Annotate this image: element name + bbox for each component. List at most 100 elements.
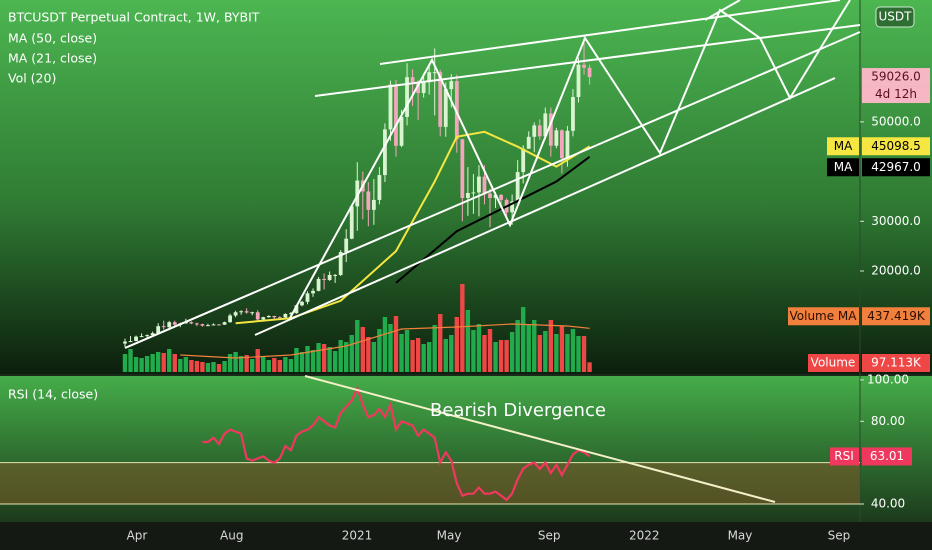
volume-bar <box>355 320 360 372</box>
volume-bar <box>167 349 172 372</box>
candle-body <box>576 64 581 98</box>
y-tick-label: 40.00 <box>871 497 905 511</box>
volume-bar <box>144 356 150 372</box>
candle-body <box>305 293 310 302</box>
currency-button[interactable] <box>875 6 915 28</box>
candle-body <box>515 172 520 202</box>
volume-bar <box>211 362 216 372</box>
volume-bar <box>277 360 283 372</box>
volume-bar <box>570 329 576 372</box>
rsi-line <box>202 385 591 502</box>
volume-bar <box>161 353 166 372</box>
volume-bar <box>299 352 305 372</box>
volume-bar <box>178 359 183 372</box>
candle-body <box>488 193 492 198</box>
price-tag: 59026.0 <box>862 68 930 87</box>
zigzag-projection <box>289 0 851 319</box>
volume-bar <box>581 336 587 372</box>
price-tag: Volume MA 437.419K <box>788 307 930 326</box>
volume-bar <box>432 325 437 372</box>
volume-bar <box>421 344 426 372</box>
candle-body <box>537 125 542 137</box>
volume-bar <box>305 346 310 372</box>
volume-bar <box>272 358 277 372</box>
tag-value: 97.113K <box>871 356 922 370</box>
volume-bar <box>504 340 509 372</box>
candle-body <box>394 84 398 146</box>
volume-bar <box>266 360 271 372</box>
trend-line <box>314 24 861 97</box>
volume-bar <box>349 335 354 372</box>
volume-bar <box>294 348 299 372</box>
legend-entry: RSI (14, close) <box>8 387 98 402</box>
candle-body <box>250 312 255 314</box>
tag-label-bg <box>830 447 859 466</box>
x-tick-label: May <box>728 529 753 543</box>
volume-bar <box>493 342 498 372</box>
price-tag: RSI 63.01 <box>830 447 912 466</box>
volume-bar <box>366 337 371 372</box>
volume-bar <box>454 317 460 372</box>
y-tick-label: 20000.0 <box>871 263 921 277</box>
y-tick-label: 100.00 <box>867 372 909 386</box>
candle-body <box>217 324 221 326</box>
countdown-bg <box>862 86 930 104</box>
currency-label[interactable]: USDT <box>879 10 913 24</box>
volume-bar <box>554 334 559 372</box>
y-tick-label: 80.00 <box>871 414 905 428</box>
candle-body <box>560 130 564 159</box>
volume-bar <box>559 326 565 372</box>
volume-bar <box>172 354 177 372</box>
volume-bar <box>155 352 161 372</box>
candle-body <box>289 313 293 315</box>
candle-body <box>255 312 260 320</box>
candle-body <box>145 335 150 337</box>
volume-bar <box>128 349 133 372</box>
candle-body <box>421 82 426 94</box>
candle-body <box>587 67 592 78</box>
tag-value: 437.419K <box>867 309 926 323</box>
legend-entry: Vol (20) <box>8 71 56 86</box>
volume-bar <box>449 335 454 372</box>
candle-body <box>471 192 476 194</box>
candle-body <box>222 322 227 325</box>
tag-value-bg <box>862 307 930 326</box>
volume-bar <box>393 316 399 372</box>
volume-bar <box>443 339 448 372</box>
candle-body <box>416 82 421 94</box>
candle-body <box>134 336 138 342</box>
volume-bar <box>321 344 327 372</box>
candle-body <box>460 139 465 198</box>
candle-body <box>449 81 454 90</box>
volume-bar <box>438 314 443 372</box>
volume-bar <box>415 338 421 372</box>
volume-bar <box>233 352 238 372</box>
candle-body <box>499 194 503 200</box>
volume-bar <box>332 351 338 372</box>
candle-body <box>405 77 409 117</box>
countdown: 4d 12h <box>875 87 917 101</box>
volume-bar <box>471 330 476 372</box>
rsi-trend-line <box>304 375 776 503</box>
volume-bar <box>532 320 537 372</box>
volume-bar <box>426 342 432 372</box>
candle-body <box>510 201 515 213</box>
zigzag-projection <box>704 0 741 21</box>
volume-bar <box>194 361 200 372</box>
candle-body <box>189 322 194 324</box>
volume-bar <box>183 357 189 372</box>
candle-body <box>167 322 172 328</box>
volume-bar <box>382 317 388 372</box>
tag-value-bg <box>862 68 930 87</box>
candle-body <box>443 89 448 127</box>
candle-body <box>548 113 553 146</box>
volume-bar <box>222 361 227 372</box>
volume-bar <box>565 334 570 372</box>
candle-body <box>438 72 443 127</box>
volume-bar <box>189 360 194 372</box>
volume-bar <box>249 359 255 372</box>
volume-bar <box>399 334 404 372</box>
candle-body <box>333 274 338 276</box>
candle-body <box>300 301 304 306</box>
candle-body <box>565 130 570 159</box>
